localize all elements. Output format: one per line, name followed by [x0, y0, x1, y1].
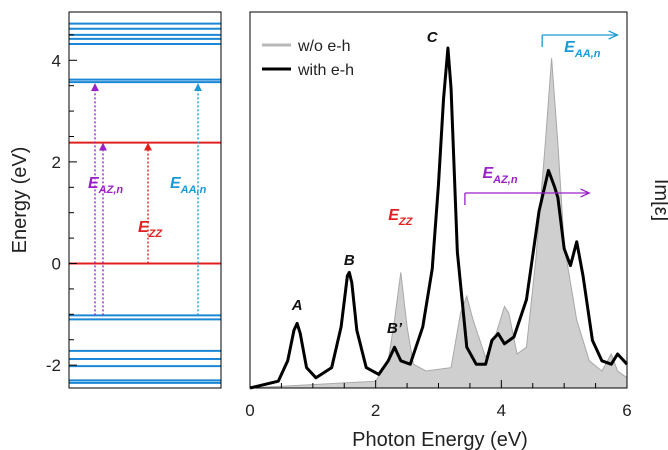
energy-level-panel: Energy (eV) EAZ,n EZZ EAA,n -2 0 2 4 — [9, 11, 222, 389]
peak-label-4: C — [427, 29, 439, 46]
energy-levels — [69, 22, 221, 384]
series-with-eh — [249, 46, 629, 390]
left-y-axis-title: Energy (eV) — [9, 147, 31, 254]
peak-label-1: A — [291, 297, 303, 314]
y-tick-label: 0 — [52, 255, 61, 274]
annotation-eaan: EAA,n — [564, 39, 601, 60]
transition-label-zz: EZZ — [138, 219, 163, 240]
spectrum-curves — [249, 46, 629, 390]
right-x-axis-title: Photon Energy (eV) — [352, 429, 528, 450]
spectrum-panel: 0 2 4 6 Photon Energy (eV) Im[ε] w/o e-h wit… — [245, 11, 668, 450]
series-without-eh — [249, 58, 628, 389]
peak-label-2: B — [344, 252, 355, 269]
annotation-eazn: EAZ,n — [482, 165, 517, 186]
legend-label: w/o e-h — [297, 38, 350, 55]
x-tick-label: 2 — [371, 401, 380, 420]
right-panel-frame — [249, 11, 628, 389]
transition-label-az: EAZ,n — [88, 175, 123, 196]
y-tick-label: 2 — [52, 153, 61, 172]
x-tick-label: 6 — [622, 401, 631, 420]
x-tick-label: 0 — [245, 401, 254, 420]
transition-label-aa: EAA,n — [170, 175, 207, 196]
legend: w/o e-h with e-h — [262, 38, 354, 79]
peak-label-3: B’ — [387, 320, 403, 337]
transition-arrows: EAZ,n EZZ EAA,n — [88, 83, 207, 316]
transition-annotations: EZZ EAZ,n EAA,n — [388, 35, 617, 228]
y-tick-label: -2 — [46, 356, 61, 375]
left-panel-frame — [68, 11, 222, 389]
legend-label: with e-h — [297, 62, 354, 79]
annotation-ezz: EZZ — [388, 207, 413, 228]
y-tick-label: 4 — [52, 51, 61, 70]
peak-labels: A B B’ C — [291, 29, 439, 337]
left-y-axis: -2 0 2 4 — [46, 34, 77, 375]
x-tick-label: 4 — [497, 401, 506, 420]
right-y-axis-title: Im[ε] — [650, 179, 668, 221]
